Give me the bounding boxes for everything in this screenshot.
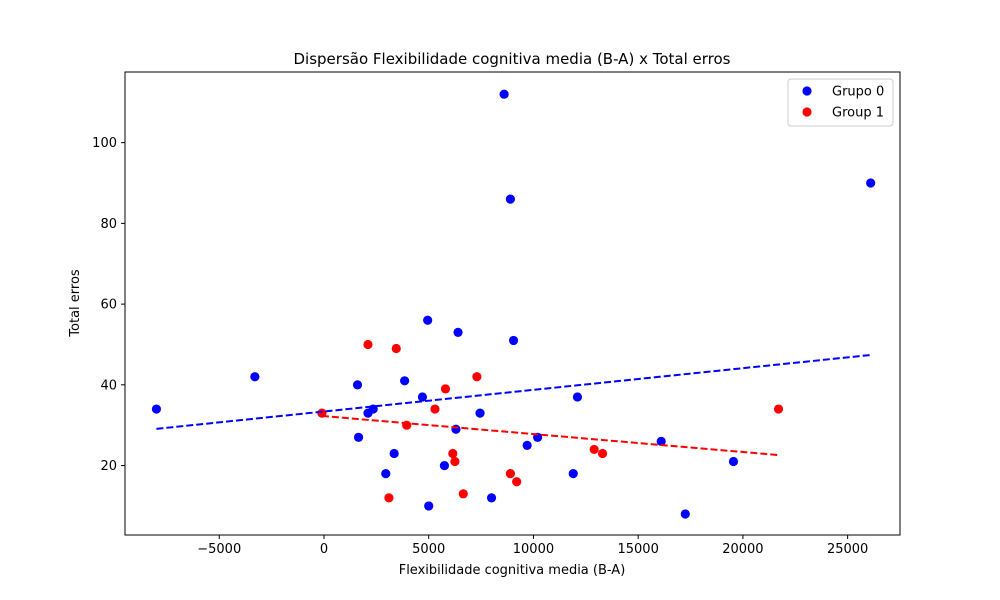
legend: Grupo 0 Group 1 bbox=[787, 78, 894, 127]
series-1-trend-line bbox=[321, 414, 779, 457]
plot-content bbox=[151, 89, 876, 519]
series-1-point bbox=[597, 448, 608, 459]
series-0-point bbox=[508, 335, 519, 346]
series-0-point bbox=[453, 327, 463, 337]
x-axis-label: Flexibilidade cognitiva media (B-A) bbox=[399, 563, 626, 578]
series-1-point bbox=[450, 456, 460, 467]
x-tick-label: 15000 bbox=[617, 542, 658, 557]
series-0-point bbox=[866, 178, 876, 188]
series-1-point bbox=[589, 444, 599, 455]
series-1-point bbox=[440, 384, 451, 394]
series-0-point bbox=[423, 315, 433, 325]
legend-box bbox=[787, 78, 894, 127]
series-0-point bbox=[424, 501, 434, 511]
series-0-point bbox=[572, 392, 583, 402]
series-1-point bbox=[505, 469, 516, 479]
series-1-point bbox=[430, 404, 440, 414]
series-0-point bbox=[568, 469, 578, 479]
legend-marker bbox=[802, 107, 812, 117]
series-1-point bbox=[384, 493, 394, 503]
legend-label: Group 1 bbox=[832, 106, 884, 121]
y-tick-label: 100 bbox=[92, 136, 117, 151]
plot-frame bbox=[124, 71, 901, 536]
series-0-point bbox=[250, 372, 260, 382]
series-0-point bbox=[486, 493, 497, 503]
series-0-point bbox=[417, 392, 428, 402]
series-1-point bbox=[458, 489, 468, 499]
y-axis-label: Total erros bbox=[68, 269, 83, 338]
series-0-point bbox=[439, 460, 450, 471]
series-0-point bbox=[400, 376, 410, 386]
x-tick-label: 0 bbox=[320, 542, 328, 557]
series-0-point bbox=[728, 456, 739, 467]
x-axis: −5000 0 5000 10000 15000 20000 25000 bbox=[197, 535, 868, 557]
series-1-point bbox=[391, 343, 401, 354]
series-0-point bbox=[352, 380, 363, 390]
series-1-point bbox=[773, 404, 784, 414]
series-1-point bbox=[448, 448, 458, 459]
series-0-point bbox=[381, 469, 391, 479]
x-tick-label: 5000 bbox=[412, 542, 445, 557]
series-0-point bbox=[389, 448, 399, 459]
series-0-point bbox=[475, 408, 485, 418]
series-0-point bbox=[353, 432, 364, 442]
x-tick-label: −5000 bbox=[197, 542, 241, 557]
y-tick-label: 60 bbox=[100, 298, 117, 313]
chart-title: Dispersão Flexibilidade cognitiva media … bbox=[294, 50, 731, 68]
series-1-point bbox=[472, 372, 482, 382]
series-1-point bbox=[363, 339, 373, 350]
series-0-point bbox=[151, 404, 162, 414]
y-tick-label: 20 bbox=[100, 459, 117, 474]
series-0-trend-line bbox=[156, 353, 871, 430]
series-0-point bbox=[680, 509, 690, 519]
y-axis: 20 40 60 80 100 bbox=[92, 136, 125, 474]
series-0-point bbox=[656, 436, 666, 446]
y-tick-label: 80 bbox=[100, 217, 117, 232]
series-0-point bbox=[499, 89, 509, 99]
series-0-point bbox=[522, 440, 532, 450]
x-tick-label: 25000 bbox=[827, 542, 868, 557]
series-0-point bbox=[451, 424, 461, 434]
legend-label: Grupo 0 bbox=[832, 85, 884, 100]
series-1-point bbox=[512, 477, 522, 487]
x-tick-label: 20000 bbox=[722, 542, 763, 557]
x-tick-label: 10000 bbox=[513, 542, 554, 557]
y-tick-label: 40 bbox=[100, 378, 117, 393]
series-0-point bbox=[505, 194, 516, 204]
legend-marker bbox=[802, 86, 812, 96]
